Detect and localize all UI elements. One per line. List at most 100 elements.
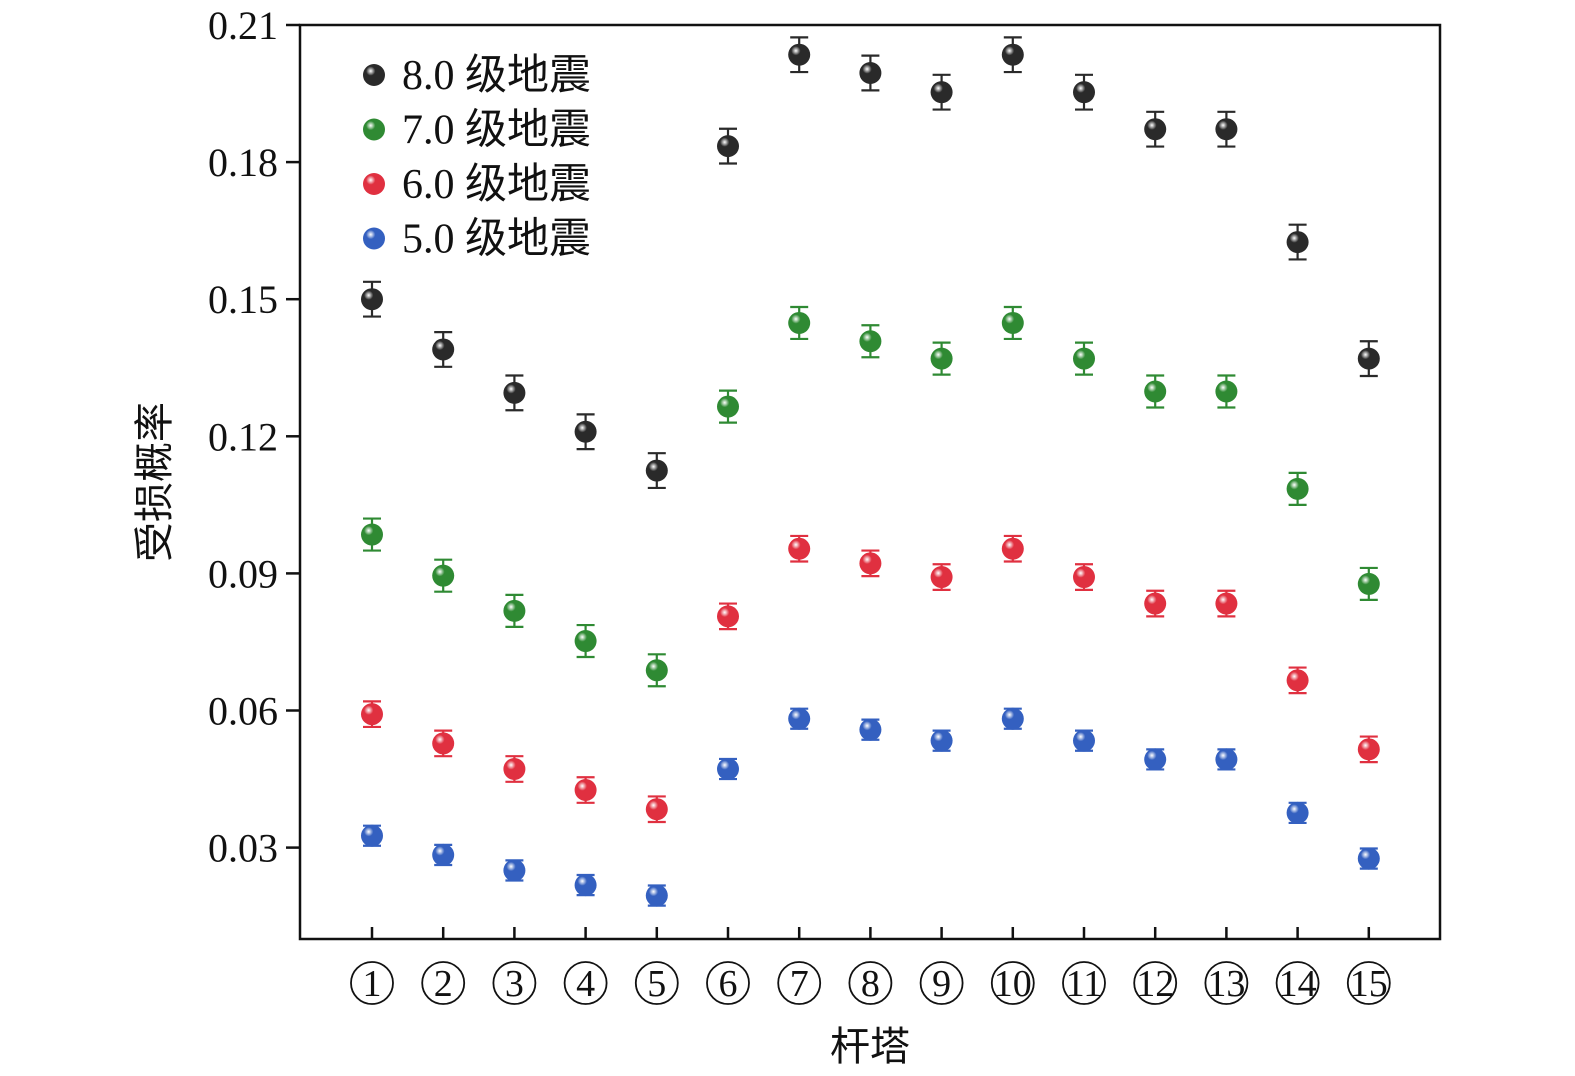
data-point <box>1286 801 1309 824</box>
data-point <box>1286 477 1309 500</box>
legend-label: 6.0 级地震 <box>402 162 591 208</box>
data-point <box>645 798 668 821</box>
data-point <box>503 381 526 404</box>
data-point <box>859 61 882 84</box>
legend-item: 6.0 级地震 <box>363 162 591 208</box>
data-point <box>432 843 455 866</box>
data-point <box>788 43 811 66</box>
x-tick-label-text: 7⑦ <box>790 963 809 1005</box>
y-tick-label: 0.09 <box>208 551 278 596</box>
y-axis: 0.03 0.06 0.09 0.12 0.15 0.18 0.21 <box>208 3 300 871</box>
y-tick-label: 0.06 <box>208 689 278 734</box>
x-tick-circle <box>919 961 964 1005</box>
data-point <box>1144 380 1167 403</box>
data-point <box>717 757 739 780</box>
legend-marker <box>363 118 385 141</box>
x-tick-circle <box>777 961 822 1005</box>
data-point <box>503 599 526 622</box>
x-tick-circle <box>706 961 750 1005</box>
x-tick-circle <box>1346 961 1391 1005</box>
legend-item: 5.0 级地震 <box>363 217 591 263</box>
data-point <box>1215 380 1238 403</box>
legend: 8.0 级地震 7.0 级地震 6.0 级地震 5.0 级地震 <box>363 53 591 263</box>
data-point <box>1001 707 1024 730</box>
data-point <box>1357 738 1380 761</box>
x-tick-circle <box>634 961 679 1005</box>
data-point <box>361 824 383 847</box>
legend-marker <box>363 64 385 86</box>
data-point <box>930 566 953 589</box>
data-point <box>859 552 882 575</box>
data-point <box>1073 729 1095 752</box>
data-point <box>788 311 811 334</box>
data-point <box>574 630 597 653</box>
data-point <box>1357 572 1380 595</box>
x-tick-label-text: 11⑪ <box>1066 963 1103 1005</box>
x-tick-label-text: 3③ <box>505 963 524 1005</box>
data-point <box>788 537 811 560</box>
data-point <box>574 874 597 897</box>
data-point <box>503 757 526 780</box>
data-point <box>432 732 455 755</box>
data-point <box>1001 537 1024 560</box>
data-point <box>1357 347 1380 370</box>
data-point <box>432 564 455 587</box>
legend-label: 7.0 级地震 <box>402 108 591 154</box>
data-point <box>717 395 739 418</box>
data-point <box>1001 43 1024 66</box>
legend-label: 8.0 级地震 <box>402 53 591 99</box>
y-tick-label: 0.21 <box>208 3 278 48</box>
data-point <box>503 859 526 882</box>
data-point <box>361 703 383 726</box>
x-tick-label-text: 15⑮ <box>1350 963 1388 1005</box>
x-tick-circle <box>1133 961 1178 1005</box>
x-tick-label-text: 4④ <box>576 963 595 1005</box>
data-point <box>645 884 668 907</box>
series-layer <box>361 36 1380 907</box>
data-point <box>1215 592 1238 615</box>
series-1 <box>361 36 1380 490</box>
series-4 <box>361 707 1380 907</box>
x-tick-label-text: 12⑫ <box>1136 963 1174 1005</box>
data-point <box>432 338 455 361</box>
data-point <box>361 288 383 311</box>
x-tick-label-text: 1① <box>363 963 382 1005</box>
data-point <box>930 347 953 370</box>
legend-marker <box>363 227 385 250</box>
x-tick-label-text: 5⑤ <box>647 963 666 1005</box>
x-tick-circle <box>1062 961 1106 1005</box>
legend-marker <box>363 173 385 195</box>
x-tick-circle <box>1275 961 1320 1005</box>
y-tick-label: 0.03 <box>208 826 278 871</box>
y-tick-label: 0.15 <box>208 277 278 322</box>
data-point <box>1286 231 1309 254</box>
data-point <box>859 718 882 741</box>
data-point <box>1001 311 1024 334</box>
data-point <box>1286 669 1309 692</box>
data-point <box>859 330 882 353</box>
data-point <box>717 135 739 158</box>
x-tick-label-text: 10⑩ <box>994 963 1032 1005</box>
x-tick-label-text: 8⑧ <box>861 963 880 1005</box>
x-axis: 1① 2② 3③ 4④ 5⑤ 6⑥ 7⑦ 8⑧ 9⑨ 10⑩ 11⑪ 12⑫ 13⑬ 14⑭ 15⑮ <box>350 927 1391 1005</box>
x-tick-circle <box>350 961 394 1005</box>
data-point <box>645 659 668 682</box>
x-tick-label-text: 9⑨ <box>932 963 951 1005</box>
legend-item: 8.0 级地震 <box>363 53 591 99</box>
legend-label: 5.0 级地震 <box>402 217 591 263</box>
x-tick-circle <box>1204 961 1249 1005</box>
data-point <box>574 420 597 443</box>
x-tick-circle <box>421 961 466 1005</box>
data-point <box>361 523 383 546</box>
data-point <box>788 707 811 730</box>
series-2 <box>361 305 1380 688</box>
data-point <box>1073 566 1095 589</box>
data-point <box>1144 118 1167 141</box>
x-tick-label-text: 14⑭ <box>1279 963 1317 1005</box>
legend-item: 7.0 级地震 <box>363 108 591 154</box>
x-tick-label-text: 2② <box>434 963 453 1005</box>
data-point <box>1357 847 1380 870</box>
data-point <box>930 81 953 104</box>
data-point <box>1215 748 1238 771</box>
